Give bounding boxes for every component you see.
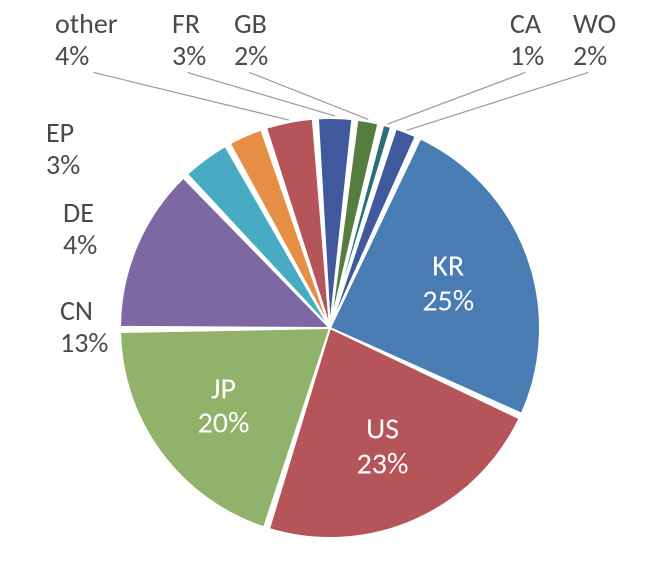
label-name: EP	[46, 115, 74, 150]
label-percent: 3%	[172, 38, 206, 73]
pie-svg	[0, 0, 662, 568]
label-fr: FR3%	[172, 8, 206, 72]
label-percent: 13%	[60, 325, 108, 360]
leader-fr	[187, 72, 335, 116]
label-us: US23%	[357, 413, 409, 482]
label-name: KR	[422, 250, 474, 285]
label-percent: 2%	[234, 38, 268, 73]
leader-wo	[407, 72, 589, 130]
label-kr: KR25%	[422, 250, 474, 319]
label-name: CN	[60, 293, 93, 328]
label-name: US	[357, 413, 409, 448]
label-percent: 4%	[55, 38, 89, 73]
label-name: GB	[234, 6, 267, 41]
label-percent: 3%	[46, 147, 80, 182]
label-other: other4%	[55, 8, 118, 72]
label-cn: CN13%	[60, 295, 108, 359]
label-percent: 20%	[198, 407, 250, 442]
label-name: FR	[172, 6, 200, 41]
label-ca: CA1%	[510, 8, 544, 72]
label-gb: GB2%	[234, 8, 268, 72]
label-percent: 1%	[510, 38, 544, 73]
label-name: CA	[510, 6, 541, 41]
pie-chart: CA1%WO2%KR25%US23%JP20%CN13%DE4%EP3%othe…	[0, 0, 662, 568]
label-name: WO	[573, 6, 616, 41]
label-wo: WO2%	[573, 8, 616, 72]
label-percent: 23%	[357, 447, 409, 482]
label-percent: 2%	[573, 38, 607, 73]
label-de: DE4%	[63, 197, 97, 261]
label-jp: JP20%	[198, 372, 250, 441]
label-ep: EP3%	[46, 117, 80, 181]
label-percent: 25%	[422, 284, 474, 319]
leader-ca	[388, 72, 526, 124]
label-name: JP	[198, 372, 250, 407]
label-name: other	[55, 6, 118, 41]
label-name: DE	[63, 195, 94, 230]
leader-other	[94, 72, 289, 120]
label-percent: 4%	[63, 227, 97, 262]
